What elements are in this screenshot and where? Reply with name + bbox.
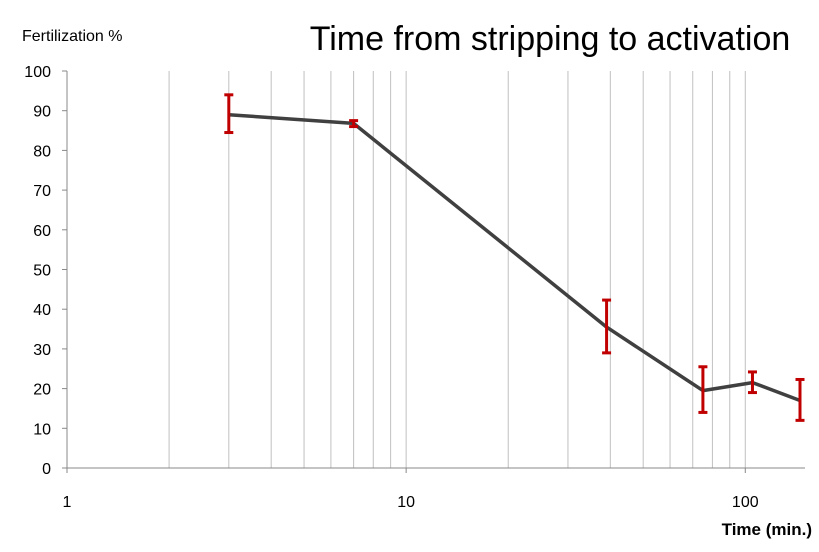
y-tick-label: 10 (33, 421, 51, 438)
y-tick-label: 70 (33, 183, 51, 200)
y-tick-label: 60 (33, 223, 51, 240)
series (228, 112, 801, 403)
error-bar (698, 365, 708, 414)
y-tick-label: 0 (42, 461, 51, 478)
error-bar (602, 298, 612, 355)
x-tick-label: 1 (63, 494, 72, 511)
error-bar (224, 93, 234, 135)
y-tick-label: 90 (33, 104, 51, 121)
series-line (228, 112, 801, 403)
x-axis-label: Time (min.) (722, 520, 812, 539)
gridlines (168, 71, 746, 468)
y-tick-label: 20 (33, 382, 51, 399)
y-axis-label: Fertilization % (22, 28, 122, 45)
error-bar (747, 370, 757, 395)
y-tick-label: 100 (24, 64, 51, 81)
y-tick-label: 80 (33, 143, 51, 160)
error-bars (224, 93, 805, 422)
error-bar (795, 377, 805, 422)
x-tick-label: 10 (397, 494, 415, 511)
x-tick-label: 100 (732, 494, 759, 511)
error-bar (349, 119, 359, 129)
axes (66, 71, 805, 469)
chart-title: Time from stripping to activation (310, 20, 791, 58)
y-tick-label: 30 (33, 342, 51, 359)
y-tick-label: 50 (33, 263, 51, 280)
y-tick-label: 40 (33, 302, 51, 319)
